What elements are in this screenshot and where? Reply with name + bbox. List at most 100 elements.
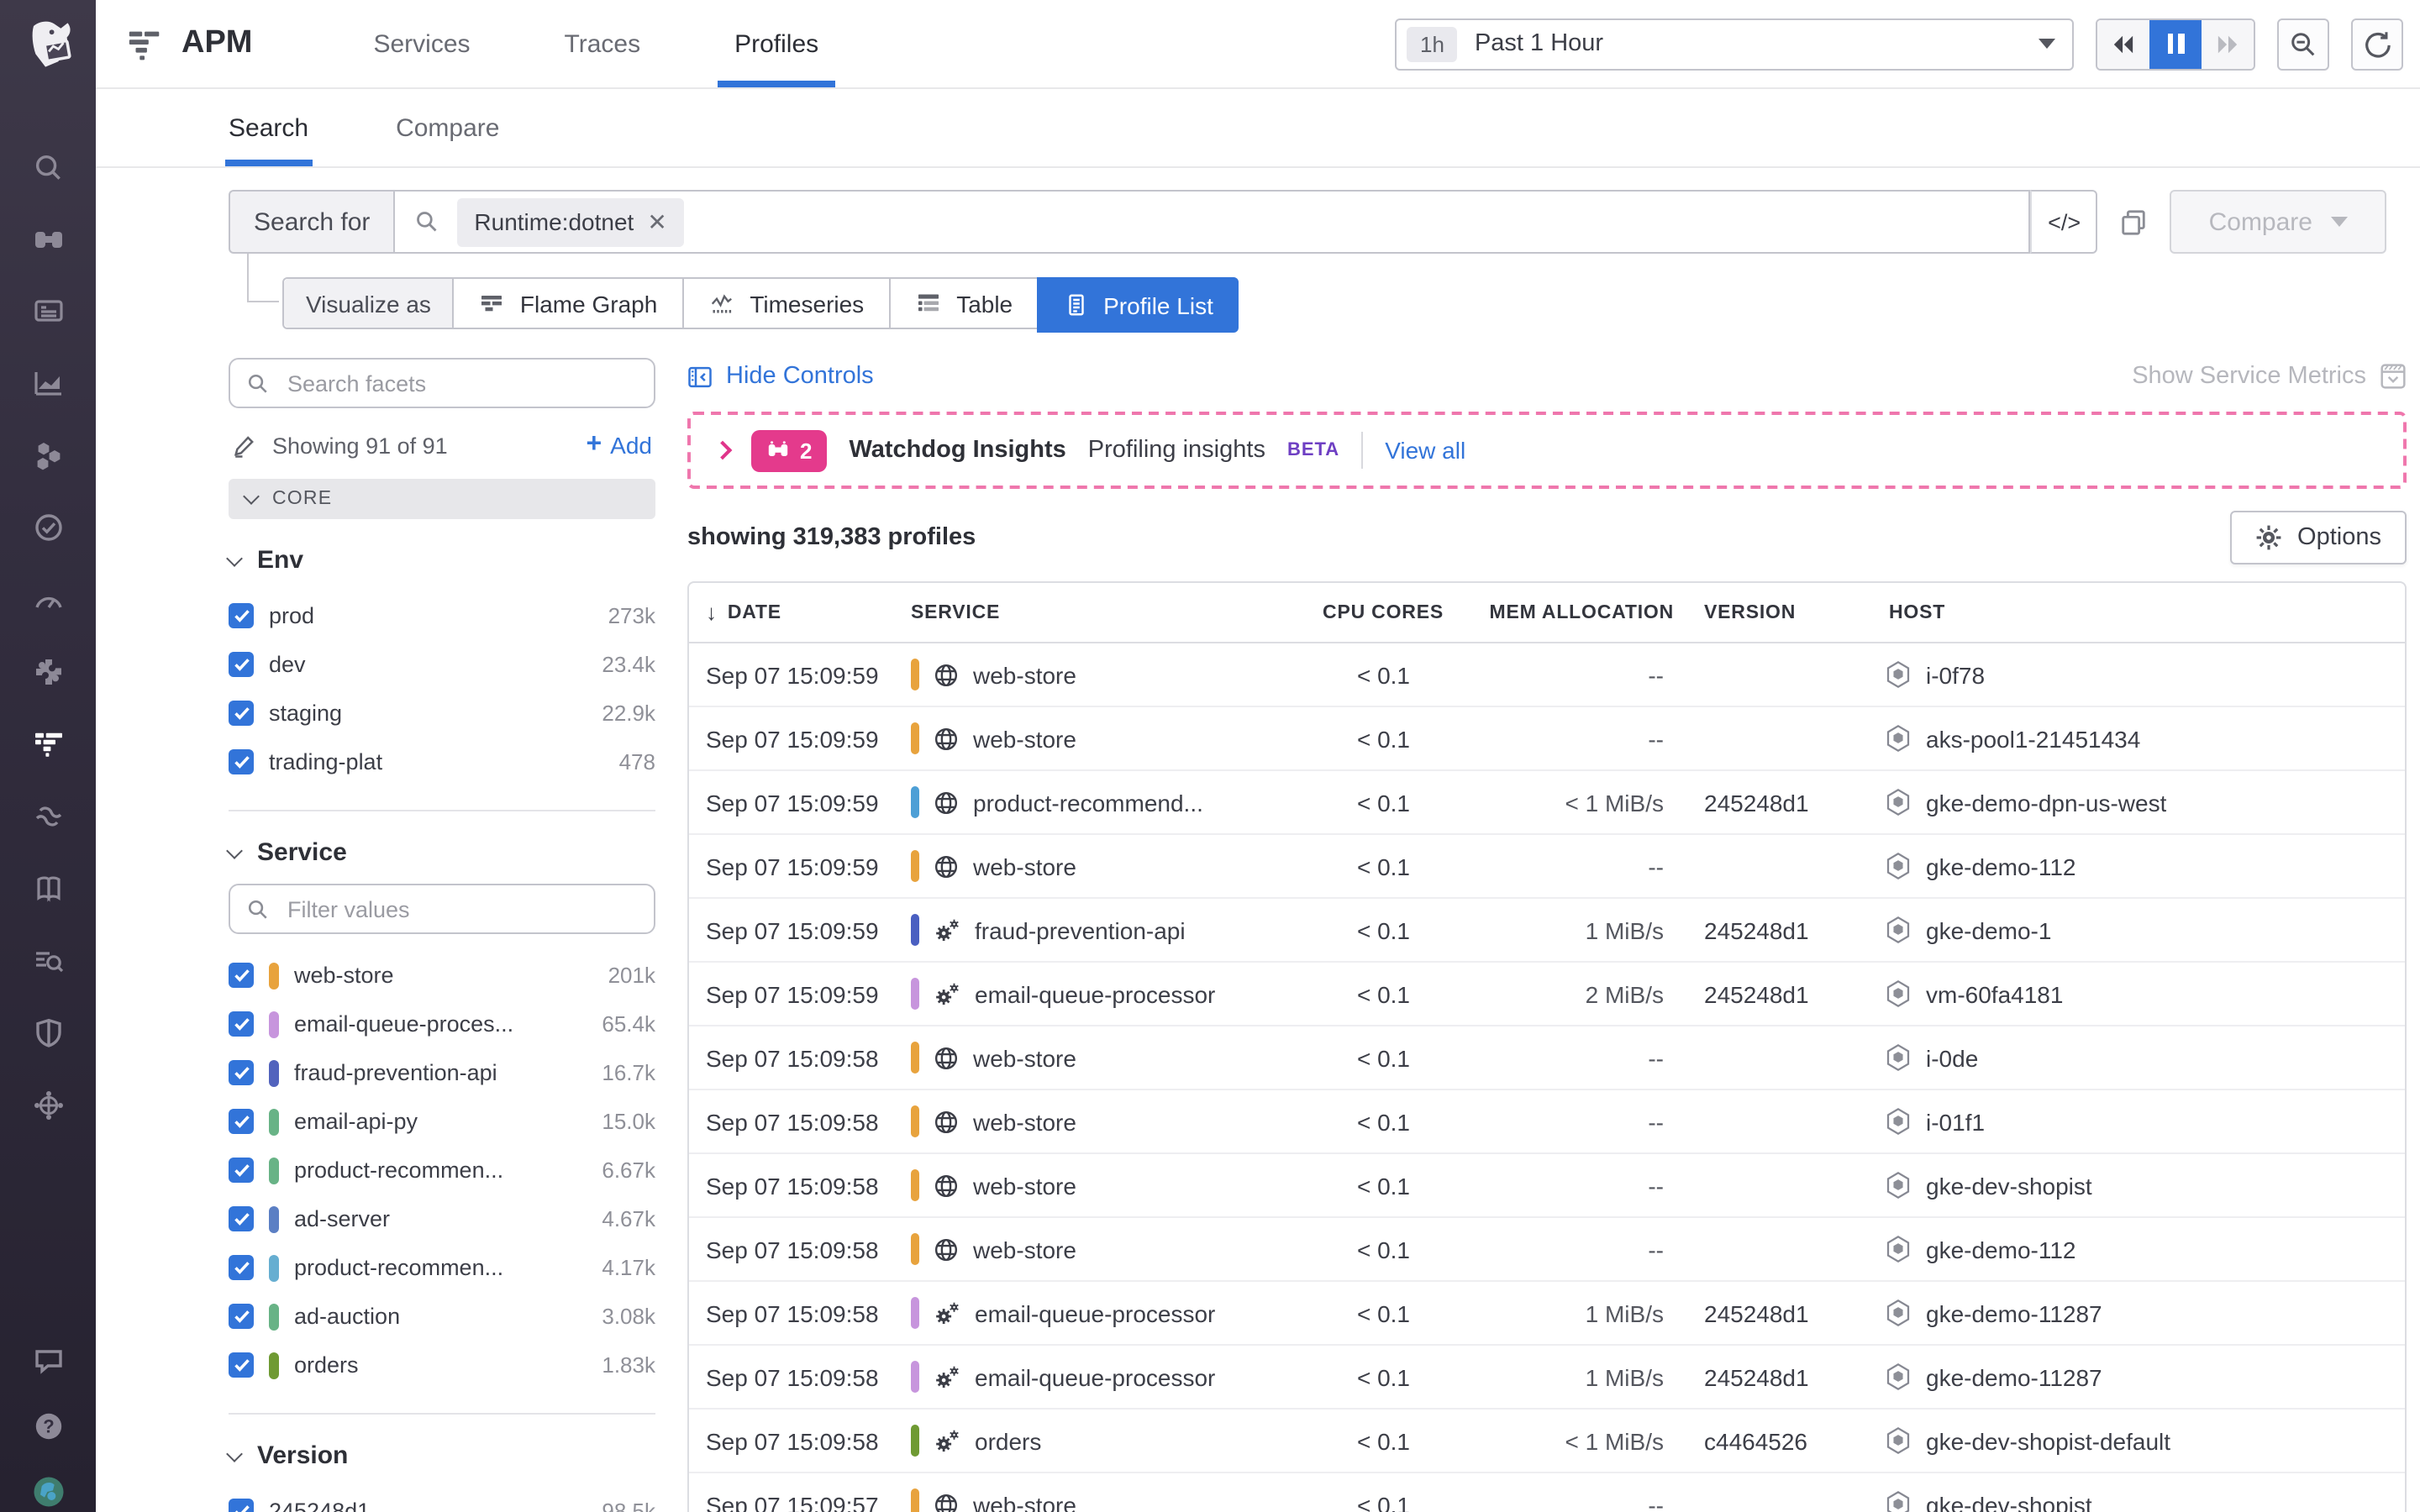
profile-table-row[interactable]: Sep 07 15:09:58 web-store < 0.1 -- gke-d… [689, 1154, 2405, 1218]
facet-search-box[interactable] [229, 358, 655, 408]
ci-icon[interactable] [31, 800, 65, 833]
watchdog-count-badge[interactable]: 2 [751, 429, 828, 471]
facet-item[interactable]: staging 22.9k [229, 689, 655, 738]
checkbox-checked[interactable] [229, 701, 254, 726]
profile-table-row[interactable]: Sep 07 15:09:58 web-store < 0.1 -- gke-d… [689, 1218, 2405, 1282]
infrastructure-icon[interactable] [31, 438, 65, 472]
facet-search-input[interactable] [284, 369, 637, 397]
column-header-service[interactable]: SERVICE [911, 602, 1001, 622]
datadog-logo[interactable] [0, 0, 96, 96]
facet-item[interactable]: email-api-py 15.0k [229, 1097, 655, 1146]
facet-item[interactable]: fraud-prevention-api 16.7k [229, 1048, 655, 1097]
backward-button[interactable] [2097, 19, 2149, 68]
copy-button[interactable] [2120, 207, 2149, 236]
profile-table-row[interactable]: Sep 07 15:09:58 web-store < 0.1 -- i-01f… [689, 1090, 2405, 1154]
nav-item-services[interactable]: Services [373, 29, 471, 58]
metrics-icon[interactable] [31, 366, 65, 400]
code-view-button[interactable]: </> [2030, 190, 2098, 254]
facet-item[interactable]: ad-server 4.67k [229, 1194, 655, 1243]
viz-table-button[interactable]: Table [889, 279, 1039, 328]
add-facet-button[interactable]: + Add [586, 431, 652, 459]
facet-item[interactable]: ad-auction 3.08k [229, 1292, 655, 1341]
service-filter-box[interactable] [229, 884, 655, 934]
facet-group-title[interactable]: Env [226, 546, 655, 575]
integrations-icon[interactable] [31, 655, 65, 689]
checkbox-checked[interactable] [229, 1206, 254, 1231]
checkbox-checked[interactable] [229, 749, 254, 774]
profile-table-row[interactable]: Sep 07 15:09:58 orders < 0.1 < 1 MiB/s c… [689, 1410, 2405, 1473]
facet-item[interactable]: product-recommen... 4.17k [229, 1243, 655, 1292]
chevron-right-icon[interactable] [713, 440, 733, 460]
profile-table-row[interactable]: Sep 07 15:09:57 web-store < 0.1 -- gke-d… [689, 1473, 2405, 1512]
synthetics-icon[interactable] [31, 944, 65, 978]
pause-button[interactable] [2149, 19, 2202, 68]
column-header-host[interactable]: HOST [1889, 602, 1946, 622]
facet-group-title[interactable]: Service [226, 838, 655, 867]
show-service-metrics-toggle[interactable]: Show Service Metrics [2132, 363, 2407, 390]
options-button[interactable]: Options [2230, 511, 2407, 564]
facet-item[interactable]: trading-plat 478 [229, 738, 655, 786]
profile-table-row[interactable]: Sep 07 15:09:58 web-store < 0.1 -- i-0de [689, 1026, 2405, 1090]
time-range-selector[interactable]: 1h Past 1 Hour [1395, 18, 2074, 70]
facet-item[interactable]: product-recommen... 6.67k [229, 1146, 655, 1194]
checkbox-checked[interactable] [229, 1499, 254, 1512]
facet-item[interactable]: web-store 201k [229, 951, 655, 1000]
checkbox-checked[interactable] [229, 1158, 254, 1183]
profile-table-row[interactable]: Sep 07 15:09:59 fraud-prevention-api < 0… [689, 899, 2405, 963]
chat-icon[interactable] [31, 1344, 65, 1378]
viz-profile-list-button[interactable]: Profile List [1036, 277, 1239, 333]
column-header-version[interactable]: VERSION [1704, 602, 1797, 622]
checkbox-checked[interactable] [229, 603, 254, 628]
profile-table-row[interactable]: Sep 07 15:09:58 email-queue-processor < … [689, 1282, 2405, 1346]
logs-icon[interactable] [31, 872, 65, 906]
checkbox-checked[interactable] [229, 1109, 254, 1134]
facet-item[interactable]: email-queue-proces... 65.4k [229, 1000, 655, 1048]
gauge-icon[interactable] [31, 583, 65, 617]
query-tag[interactable]: Runtime:dotnet ✕ [457, 197, 684, 246]
help-icon[interactable]: ? [31, 1410, 65, 1443]
core-section-header[interactable]: CORE [229, 479, 655, 519]
watchdog-icon[interactable] [31, 222, 65, 255]
tab-compare[interactable]: Compare [396, 113, 500, 142]
profile-table-row[interactable]: Sep 07 15:09:59 web-store < 0.1 -- aks-p… [689, 707, 2405, 771]
security-icon[interactable] [31, 1016, 65, 1050]
checkbox-checked[interactable] [229, 652, 254, 677]
facet-item[interactable]: 245248d1 98.5k [229, 1487, 655, 1512]
facet-group-title[interactable]: Version [226, 1441, 655, 1470]
column-header-date[interactable]: ↓ DATE [706, 600, 781, 625]
checkbox-checked[interactable] [229, 1011, 254, 1037]
facet-item[interactable]: prod 273k [229, 591, 655, 640]
nav-item-profiles[interactable]: Profiles [687, 0, 865, 87]
profile-table-row[interactable]: Sep 07 15:09:58 email-queue-processor < … [689, 1346, 2405, 1410]
remove-tag-icon[interactable]: ✕ [647, 207, 667, 234]
view-all-link[interactable]: View all [1385, 437, 1466, 464]
search-icon[interactable] [31, 150, 65, 183]
checkbox-checked[interactable] [229, 1304, 254, 1329]
checkbox-checked[interactable] [229, 1255, 254, 1280]
facet-item[interactable]: orders 1.83k [229, 1341, 655, 1389]
profile-table-row[interactable]: Sep 07 15:09:59 product-recommend... < 0… [689, 771, 2405, 835]
hide-controls-link[interactable]: Hide Controls [687, 363, 874, 390]
profile-table-row[interactable]: Sep 07 15:09:59 web-store < 0.1 -- i-0f7… [689, 643, 2405, 707]
nav-item-traces[interactable]: Traces [564, 29, 641, 58]
user-avatar[interactable] [31, 1475, 65, 1509]
checkbox-checked[interactable] [229, 1060, 254, 1085]
profile-table-row[interactable]: Sep 07 15:09:59 email-queue-processor < … [689, 963, 2405, 1026]
refresh-button[interactable] [2351, 18, 2403, 70]
network-icon[interactable] [31, 1089, 65, 1122]
profile-table-row[interactable]: Sep 07 15:09:59 web-store < 0.1 -- gke-d… [689, 835, 2405, 899]
compare-button[interactable]: Compare [2170, 190, 2386, 254]
viz-flame-graph-button[interactable]: Flame Graph [452, 279, 683, 328]
column-header-mem-allocation[interactable]: MEM ALLOCATION [1489, 602, 1674, 622]
viz-timeseries-button[interactable]: Timeseries [682, 279, 890, 328]
tab-search[interactable]: Search [225, 89, 312, 166]
facet-item[interactable]: dev 23.4k [229, 640, 655, 689]
service-filter-input[interactable] [284, 895, 637, 923]
dashboards-icon[interactable] [31, 294, 65, 328]
zoom-out-button[interactable] [2277, 18, 2329, 70]
profiling-icon[interactable] [31, 727, 65, 761]
checkbox-checked[interactable] [229, 1352, 254, 1378]
forward-button[interactable] [2202, 19, 2254, 68]
checkbox-checked[interactable] [229, 963, 254, 988]
apm-icon[interactable] [31, 511, 65, 544]
